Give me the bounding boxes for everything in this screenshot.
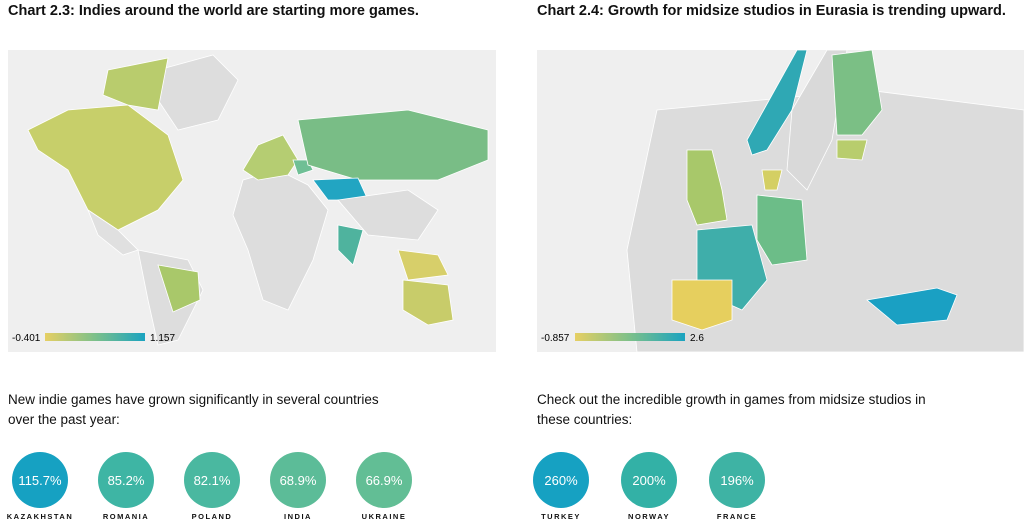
stat-label: INDIA <box>284 512 312 521</box>
stat-label: FRANCE <box>716 512 758 521</box>
stat: 200% NORWAY <box>605 452 693 521</box>
stat-value: 66.9% <box>356 452 412 508</box>
stat-label: UKRAINE <box>361 512 407 521</box>
chart-title: Chart 2.4: Growth for midsize studios in… <box>537 3 1006 19</box>
stat: 66.9% UKRAINE <box>340 452 428 521</box>
stat-value: 82.1% <box>184 452 240 508</box>
paragraph: Check out the incredible growth in games… <box>537 392 926 427</box>
legend-min: -0.401 <box>12 333 41 344</box>
stat-value: 260% <box>533 452 589 508</box>
stat: 196% FRANCE <box>693 452 781 521</box>
stat-value: 196% <box>709 452 765 508</box>
stat: 115.7% KAZAKHSTAN <box>0 452 84 521</box>
stat-value: 68.9% <box>270 452 326 508</box>
stat: 82.1% POLAND <box>168 452 256 521</box>
legend-max: 2.6 <box>690 333 704 344</box>
stat-value: 85.2% <box>98 452 154 508</box>
stat: 85.2% ROMANIA <box>82 452 170 521</box>
world-map: -0.401 1.157 <box>8 50 496 352</box>
stat-label: KAZAKHSTAN <box>6 512 74 521</box>
legend-max: 1.157 <box>150 333 175 344</box>
europe-map: -0.857 2.6 <box>537 50 1024 352</box>
legend-scale <box>45 333 145 341</box>
legend-min: -0.857 <box>541 333 570 344</box>
stat-value: 115.7% <box>12 452 68 508</box>
paragraph: New indie games have grown significantly… <box>8 392 379 427</box>
stat: 260% TURKEY <box>517 452 605 521</box>
legend-scale <box>575 333 685 341</box>
stat-label: ROMANIA <box>102 512 150 521</box>
stat-label: POLAND <box>191 512 233 521</box>
stat-label: TURKEY <box>541 512 581 521</box>
stat: 68.9% INDIA <box>254 452 342 521</box>
stat-value: 200% <box>621 452 677 508</box>
chart-title: Chart 2.3: Indies around the world are s… <box>8 3 419 19</box>
stat-label: NORWAY <box>628 512 670 521</box>
